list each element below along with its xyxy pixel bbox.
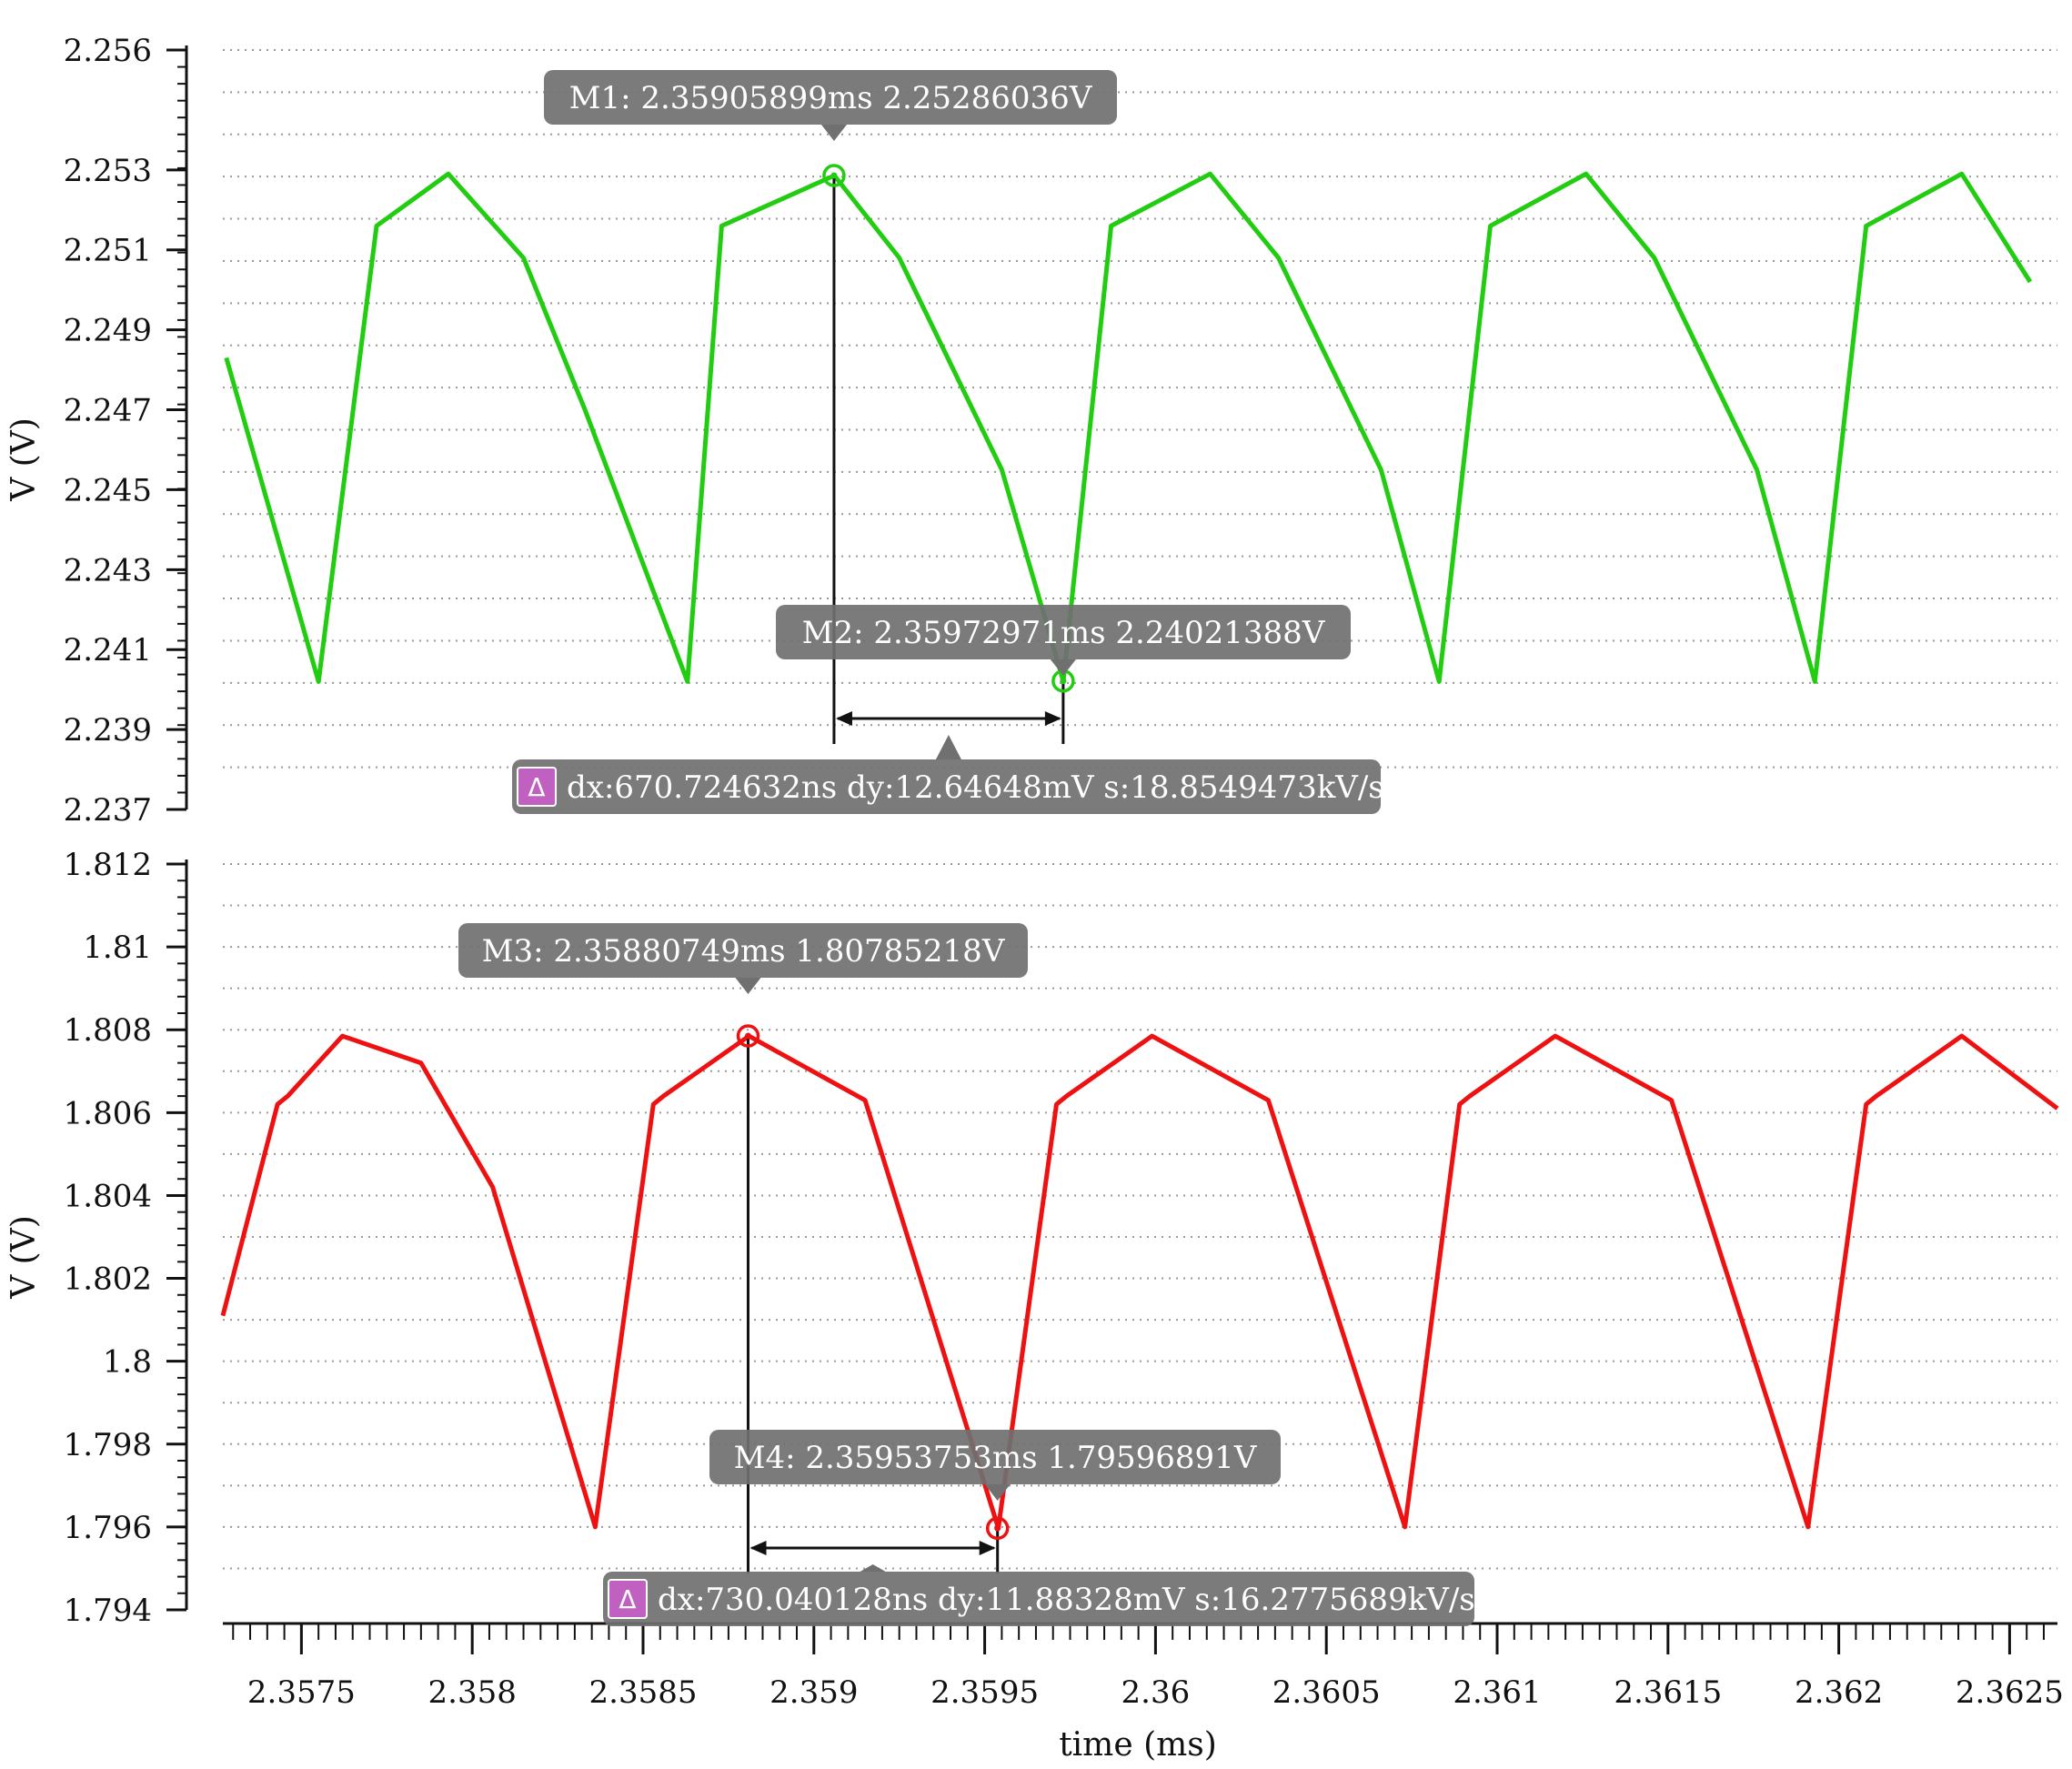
bottom-y-axis-title: V (V) [5, 1215, 43, 1300]
marker-label-2: M2: 2.35972971ms 2.24021388V [802, 615, 1326, 651]
x-tick-label: 2.3585 [589, 1674, 698, 1711]
y-tick-label-1: 1.802 [64, 1261, 152, 1298]
delta-callout-box-1 [603, 1572, 1474, 1626]
delta-label-1: dx:730.040128ns dy:11.88328mV s:16.27756… [658, 1582, 1475, 1618]
x-tick-label: 2.36 [1121, 1674, 1191, 1711]
series-layer [220, 171, 2059, 1531]
y-tick-label-0: 2.237 [64, 792, 152, 829]
y-tick-label-1: 1.804 [64, 1178, 152, 1214]
marker-dot-1-0 [744, 1032, 751, 1040]
x-tick-label: 2.3595 [930, 1674, 1039, 1711]
delta-label-0: dx:670.724632ns dy:12.64648mV s:18.85494… [567, 769, 1384, 806]
marker-circle-1-0 [736, 1024, 760, 1048]
x-tick-label: 2.3605 [1272, 1674, 1381, 1711]
marker-circle-1-1 [985, 1516, 1010, 1541]
y-tick-label-1: 1.796 [64, 1510, 152, 1546]
y-tick-label-0: 2.245 [64, 472, 152, 508]
y-tick-label-1: 1.798 [64, 1427, 152, 1463]
y-tick-label-0: 2.256 [64, 33, 152, 69]
delta-callout-box-0 [512, 759, 1381, 814]
marker-callout-box-1-1 [709, 1430, 1281, 1484]
delta-arrow-head-left-1 [749, 1541, 767, 1555]
marker-label-1: M1: 2.35905899ms 2.25286036V [569, 80, 1093, 116]
marker-callout-box-0-0 [544, 70, 1117, 125]
y-tick-label-0: 2.249 [64, 313, 152, 349]
y-tick-label-0: 2.253 [64, 153, 152, 189]
marker-dot-0-0 [830, 172, 838, 179]
marker-label-3: M3: 2.35880749ms 1.80785218V [482, 933, 1006, 970]
delta-icon-0 [517, 767, 557, 807]
marker-callout-box-1-0 [458, 923, 1028, 978]
x-tick-label: 2.362 [1795, 1674, 1883, 1711]
axes-layer: V (V) V (V) time (ms) 2.256 2.253 2.251 2.2… [5, 33, 2064, 1764]
marker-callout-pointer-1-0 [735, 978, 761, 994]
y-tick-label-1: 1.81 [83, 930, 152, 966]
delta-arrow-head-right-1 [979, 1541, 996, 1555]
marker-dot-0-1 [1060, 678, 1067, 685]
y-tick-label-1: 1.812 [64, 847, 152, 883]
delta-arrow-head-left-0 [835, 711, 852, 726]
marker-callout-pointer-0-0 [820, 125, 847, 141]
x-tick-label: 2.361 [1453, 1674, 1541, 1711]
top-y-axis-title: V (V) [5, 417, 43, 502]
y-tick-label-0: 2.251 [64, 233, 152, 269]
series-line-0-0 [224, 171, 2033, 684]
marker-callout-pointer-0-1 [1050, 659, 1076, 676]
series-line-1-0 [220, 1033, 2059, 1531]
x-tick-label: 2.359 [769, 1674, 858, 1711]
grid-layer [223, 49, 2057, 1570]
marker-label-4: M4: 2.35953753ms 1.79596891V [734, 1440, 1258, 1476]
marker-layer: M1: 2.35905899ms 2.25286036V M2: 2.359729… [458, 70, 1475, 1626]
delta-icon-glyph-0: Δ [528, 772, 545, 802]
y-tick-label-1: 1.806 [64, 1095, 152, 1131]
delta-callout-pointer-0 [935, 735, 961, 759]
marker-dot-1-1 [994, 1524, 1001, 1532]
y-tick-label-0: 2.239 [64, 712, 152, 749]
y-tick-label-1: 1.794 [64, 1593, 152, 1629]
x-tick-label: 2.3625 [1956, 1674, 2064, 1711]
marker-circle-0-0 [822, 164, 846, 187]
x-tick-label: 2.3575 [247, 1674, 356, 1711]
x-tick-label: 2.3615 [1614, 1674, 1722, 1711]
delta-callout-pointer-1 [860, 1564, 886, 1572]
delta-arrow-head-right-0 [1044, 711, 1061, 726]
marker-callout-pointer-1-1 [984, 1484, 1011, 1501]
x-tick-label: 2.358 [428, 1674, 517, 1711]
marker-callout-box-0-1 [776, 605, 1351, 659]
delta-icon-glyph-1: Δ [619, 1584, 636, 1614]
y-tick-label-0: 2.243 [64, 552, 152, 588]
y-tick-label-0: 2.241 [64, 632, 152, 668]
y-tick-label-1: 1.8 [103, 1344, 152, 1381]
x-axis-title: time (ms) [1059, 1726, 1217, 1764]
y-tick-label-0: 2.247 [64, 393, 152, 429]
delta-icon-1 [608, 1579, 648, 1619]
y-tick-label-1: 1.808 [64, 1012, 152, 1049]
